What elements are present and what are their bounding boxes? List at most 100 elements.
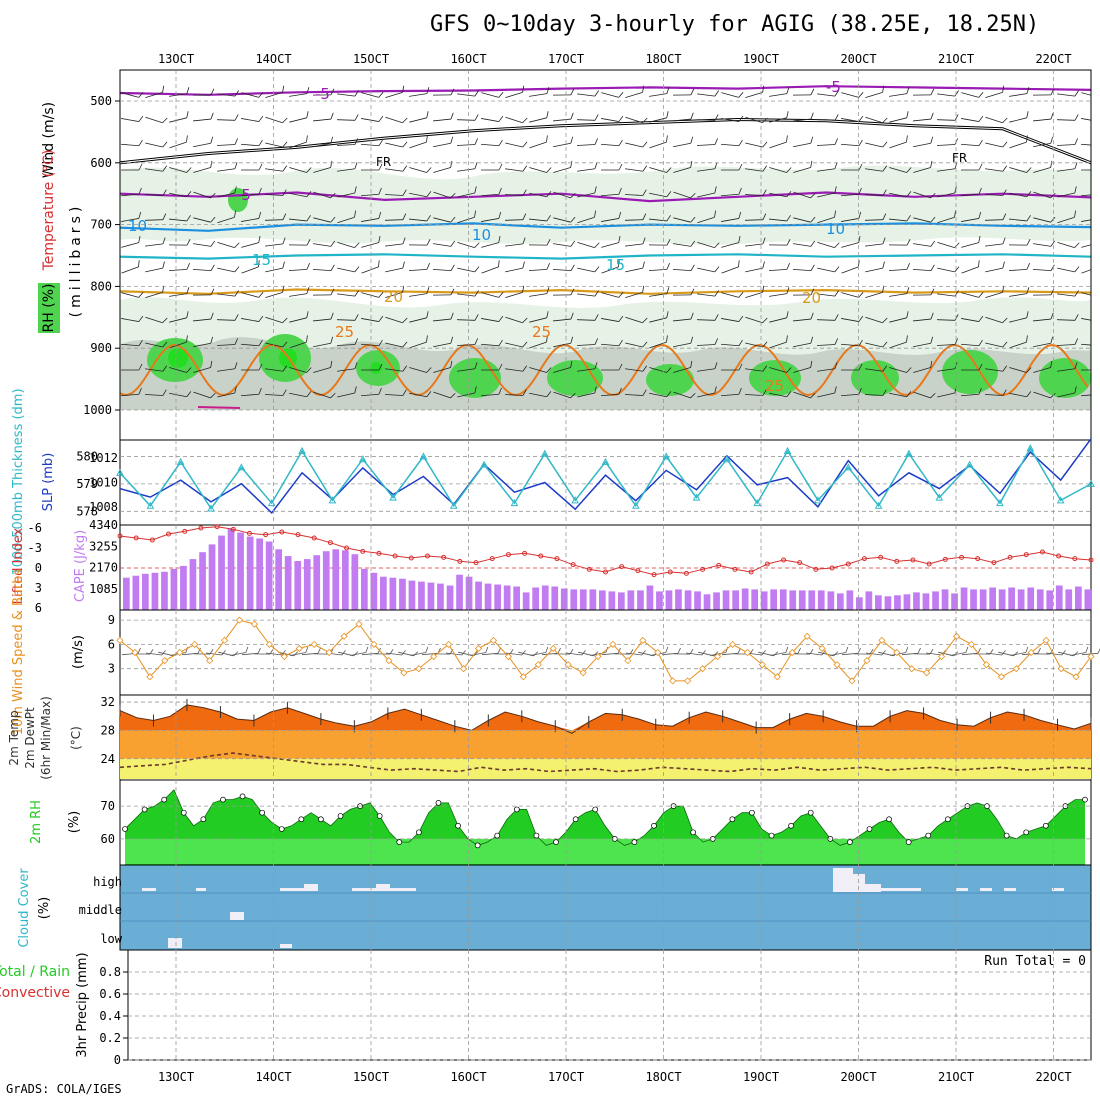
lifted-index-marker [311,535,317,541]
wind-barb-staff [744,394,764,396]
wind-barb-staff [481,242,499,248]
wind-barb-staff [601,218,619,222]
wind-barb-flag [1026,87,1030,94]
wind-barb [769,87,790,97]
wind-barb-staff [145,291,163,299]
cape-bar [665,590,673,610]
wind-barb [865,85,885,99]
wind-barb-staff [937,192,955,198]
wind-barb-flag [330,216,336,223]
wind-barb-staff [745,116,763,124]
wind-barb-flag [306,311,309,318]
isotherm-label: 25 [335,323,354,341]
wind-barb-staff [889,192,907,198]
wind-barb [385,165,408,172]
wind-barb-flag [954,114,959,121]
wind-barb [553,240,576,247]
wind-barb-staff [1033,217,1051,223]
wind-barb-staff [385,142,403,148]
surface-wind-barb-staff [626,652,642,656]
wind-barb [505,165,528,172]
wind-barb-flag [810,112,814,120]
wind-barb [745,261,765,273]
cape-bar [227,528,235,610]
isotherm-label: 20 [384,288,403,306]
wind-barb-flag [426,191,432,197]
wind-barb-staff [169,367,187,373]
wind-barb-staff [889,392,907,398]
wind-barb [553,336,574,348]
wind-barb [145,165,168,172]
wind-barb [1057,362,1078,372]
wind-barb-staff [361,118,379,122]
wind-barb-flag [570,360,573,368]
wind-barb-staff [144,194,164,196]
wind-barb-staff [961,92,979,98]
wind-barb-staff [769,317,787,323]
wind-barb-staff [745,267,763,273]
wind-barb-staff [937,267,955,273]
lifted-tick-label: 6 [35,601,42,615]
wind-barb [144,213,167,221]
wind-barb [217,241,240,249]
wind-barb [240,387,262,397]
wind-barb-flag [1026,391,1032,397]
wind-barb-flag [258,187,262,195]
wind-speed-marker [743,648,751,657]
surface-wind-barb-flag [785,646,789,653]
wind-barb-flag [162,341,168,348]
wind-barb-staff [193,142,211,148]
wind-barb-flag [1074,266,1080,273]
rh2m-tick-label: 70 [101,799,115,813]
wind-barb-flag [162,285,165,293]
surface-wind-barb [266,650,286,656]
wind-barb-flag [618,363,623,371]
wind-barb [241,363,263,371]
wind-barb [1033,160,1053,173]
wind-barb-staff [985,142,1003,148]
wind-barb [1009,87,1030,97]
surface-wind-barb-flag [977,647,981,654]
wind-barb-flag [138,339,143,346]
wind-barb-staff [480,343,500,347]
wind-barb [241,92,264,98]
wind-barb-flag [186,167,192,173]
lifted-index-marker [344,545,350,551]
wind-barb-staff [193,167,211,173]
wind-barb [313,216,336,223]
wind-barb-flag [474,138,479,145]
wind-barb-flag [138,260,140,267]
wind-barb-flag [210,160,213,168]
cape-tick-label: 1085 [89,582,118,596]
wind-barb-flag [642,365,648,372]
wind-barb-staff [169,93,187,97]
wind-barb-staff [961,292,979,298]
wind-barb-staff [913,142,931,148]
wind-barb-staff [793,342,811,348]
wind-barb-staff [529,141,547,149]
wind-barb-flag [354,242,360,248]
cape-bar [808,590,816,610]
wind-barb [624,213,647,221]
wind-barb-flag [186,263,190,270]
surface-wind-barb [290,646,309,656]
wind-barb-staff [313,367,331,373]
wind-speed-marker [579,669,587,677]
wind-barb-flag [642,389,647,396]
wind-barb [985,141,1008,148]
wind-barb-staff [312,268,332,272]
wind-barb [264,189,287,196]
wind-barb-flag [186,111,189,118]
wind-barb-staff [361,292,379,298]
wind-speed-marker [206,657,214,665]
cape-bar [199,552,206,610]
wind-barb-staff [1056,144,1076,146]
wind-barb-flag [594,186,597,194]
wind-barb-flag [714,266,720,273]
run-total-label: Run Total = 0 [984,954,1086,969]
cape-bar [361,568,368,610]
thickness-marker [874,501,883,509]
surface-wind-barb-staff [950,652,966,656]
wind-barb [480,339,503,347]
wind-barb-flag [162,261,165,269]
